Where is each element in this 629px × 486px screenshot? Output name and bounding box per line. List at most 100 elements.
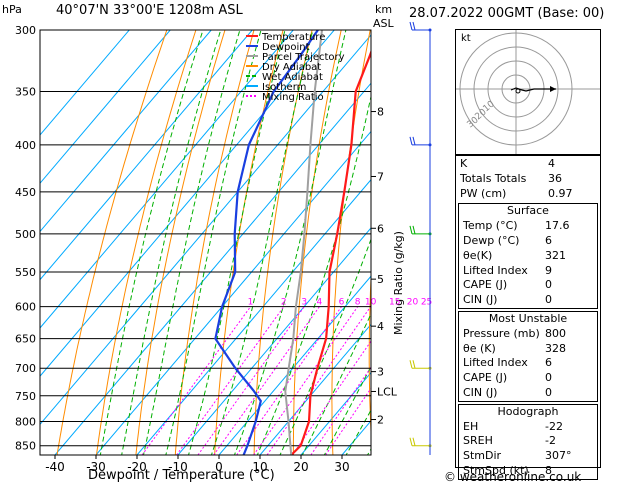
km-tick-label: 2	[377, 414, 384, 427]
hodograph-stat-row: EH -22	[459, 420, 597, 435]
most-unstable-label: CIN (J)	[463, 385, 498, 399]
index-row: PW (cm) 0.97	[456, 187, 600, 202]
hodograph-stat-label: EH	[463, 419, 479, 433]
index-value: 4	[548, 157, 555, 170]
mixing-ratio-label: 20	[407, 298, 419, 308]
hodograph-stat-row: StmDir 307°	[459, 449, 597, 464]
surface-row: Lifted Index 9	[459, 264, 597, 279]
legend-label: Parcel Trajectory	[262, 52, 345, 63]
temperature-line	[290, 49, 371, 455]
isotherm-line	[95, 130, 371, 455]
most-unstable-title: Most Unstable	[488, 311, 568, 325]
most-unstable-label: θe (K)	[463, 341, 496, 355]
hodograph-panel: 10 20 30 kt	[455, 29, 601, 155]
index-value: 36	[548, 171, 562, 185]
mixing-ratio-label: 15	[389, 298, 400, 308]
wet-adiabat-line	[323, 365, 371, 455]
pressure-lines	[40, 29, 371, 447]
most-unstable-value: 6	[545, 356, 552, 370]
isotherm-line	[218, 275, 371, 455]
pressure-tick-label: 400	[15, 139, 36, 152]
dry-adiabat-line	[331, 30, 371, 455]
legend-label: Dewpoint	[262, 42, 310, 53]
mixing-ratio-label: 3	[301, 298, 307, 308]
mixing-ratio-label: 1	[248, 298, 254, 308]
parcel-trajectory-line	[284, 30, 323, 455]
pressure-tick-label: 700	[15, 362, 36, 375]
pressure-tick-label: 500	[15, 228, 36, 241]
most-unstable-row: Lifted Index 6	[459, 356, 597, 371]
x-tick-label: 0	[215, 460, 223, 474]
surface-label: CAPE (J)	[463, 278, 508, 292]
mixing-ratio-line	[310, 366, 371, 455]
surface-label: Lifted Index	[463, 263, 528, 277]
surface-title: Surface	[507, 204, 549, 218]
most-unstable-value: 800	[545, 326, 566, 340]
isotherm-line	[136, 178, 371, 455]
mixing-ratio-line	[176, 306, 285, 455]
index-value: 0.97	[548, 186, 573, 200]
km-tick-label: 8	[377, 106, 384, 119]
wet-adiabat-line	[210, 30, 314, 455]
surface-value: 9	[545, 263, 552, 277]
wind-barb-flag	[409, 437, 413, 446]
wet-adiabat-line	[165, 30, 262, 455]
isotherm-line	[40, 34, 371, 426]
x-tick-label: 20	[293, 460, 308, 474]
hodograph-trace	[510, 87, 556, 92]
hodograph-stat-label: SREH	[463, 434, 493, 448]
hodograph-stat-value: -2	[545, 434, 556, 448]
wet-adiabat-line	[99, 30, 204, 455]
index-label: Totals Totals	[460, 171, 527, 185]
wet-adiabat-line	[121, 30, 222, 455]
mixing-ratio-line	[141, 306, 251, 455]
most-unstable-value: 0	[545, 371, 552, 385]
isotherm-line	[300, 371, 371, 455]
wind-barb-flag	[409, 21, 413, 31]
isotherm-line	[40, 30, 294, 329]
wind-barb-flag	[412, 360, 416, 369]
isotherm-line	[40, 30, 253, 281]
wet-adiabat-line	[279, 237, 371, 455]
hodograph-stat-label: StmSpd (kt)	[463, 463, 529, 477]
km-tick-label: 4	[377, 320, 384, 333]
dry-adiabat-line	[441, 30, 456, 455]
surface-row: Dewp (°C) 6	[459, 234, 597, 249]
pressure-tick-label: 850	[15, 440, 36, 453]
hodograph-stat-label: StmDir	[463, 449, 502, 463]
x-tick-label: -30	[86, 460, 106, 474]
most-unstable-value: 328	[545, 341, 566, 355]
legend-label: Dry Adiabat	[262, 62, 321, 73]
km-tick-label: 7	[377, 170, 384, 183]
wet-adiabat-line	[301, 312, 371, 455]
dry-adiabat-line	[174, 30, 255, 455]
legend-label: Isotherm	[262, 82, 306, 93]
surface-label: Temp (°C)	[463, 219, 518, 233]
dry-adiabat-line	[214, 30, 284, 455]
pressure-tick-label: 800	[15, 416, 36, 429]
axes: 1 2 3 4 6 8 10 15 20 2530035040045050055060065070…	[15, 24, 432, 474]
legend-label: Temperature	[261, 32, 325, 43]
hodograph-arrow	[550, 86, 556, 92]
x-tick-label: 10	[252, 460, 267, 474]
hodograph-stats-title: Hodograph	[497, 404, 559, 418]
km-tick-label: 3	[377, 366, 384, 379]
x-tick-label: -40	[45, 460, 65, 474]
surface-row: θe(K) 321	[459, 249, 597, 264]
copyright-footer: © weatheronline.co.uk	[444, 470, 582, 484]
km-tick-label: LCL	[377, 385, 398, 398]
isotherm-line	[40, 30, 212, 233]
legend-label: Wet Adiabat	[262, 72, 323, 83]
most-unstable-label: CAPE (J)	[463, 371, 508, 385]
hodograph-plot: 10 20 30 kt	[456, 30, 600, 154]
skew-t-chart: 1 2 3 4 6 8 10 15 20 2530035040045050055060065070…	[15, 21, 456, 474]
forecast-datetime: 28.07.2022 00GMT (Base: 00)	[409, 6, 605, 21]
surface-label: CIN (J)	[463, 293, 498, 307]
pressure-tick-label: 550	[15, 266, 36, 279]
wet-adiabat-line	[256, 94, 371, 455]
wind-barb-flag	[409, 225, 413, 235]
isotherm-line	[40, 30, 130, 136]
x-tick-label: -20	[127, 460, 147, 474]
pressure-tick-label: 300	[15, 24, 36, 37]
